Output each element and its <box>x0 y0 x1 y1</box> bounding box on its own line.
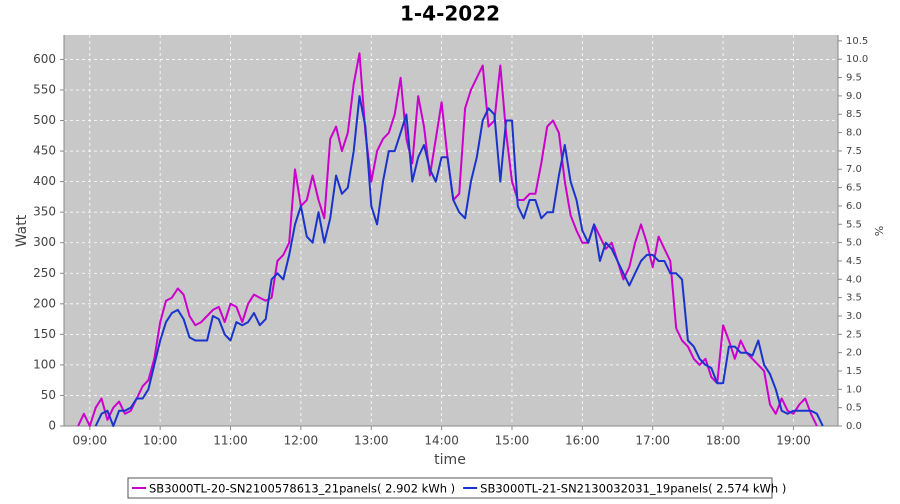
y-tick-label: 0 <box>48 419 56 433</box>
y2-tick-label: 4.5 <box>846 256 862 267</box>
y2-tick-label: 3.0 <box>846 311 862 322</box>
x-tick-label: 18:00 <box>706 434 741 448</box>
x-tick-label: 12:00 <box>284 434 319 448</box>
x-tick-label: 14:00 <box>424 434 459 448</box>
y2-tick-label: 7.0 <box>846 164 862 175</box>
y2-tick-label: 2.0 <box>846 348 862 359</box>
y2-tick-label: 2.5 <box>846 329 862 340</box>
y2-tick-label: 6.0 <box>846 201 862 212</box>
series-line <box>94 95 824 427</box>
y-tick-label: 200 <box>33 296 56 310</box>
y-tick-label: 150 <box>33 327 56 341</box>
y2-tick-label: 7.5 <box>846 146 862 157</box>
y2-tick-label: 4.0 <box>846 274 862 285</box>
x-tick-label: 19:00 <box>776 434 811 448</box>
y2-tick-label: 6.5 <box>846 183 862 194</box>
legend-label: SB3000TL-20-SN2100578613_21panels( 2.902… <box>149 482 455 496</box>
legend <box>127 477 773 499</box>
y2-tick-label: 1.5 <box>846 366 862 377</box>
y-tick-label: 100 <box>33 357 56 371</box>
y2-tick-label: 10.5 <box>846 36 868 47</box>
plot-area <box>64 35 838 426</box>
y2-tick-label: 0.0 <box>846 421 862 432</box>
x-tick-label: 11:00 <box>213 434 248 448</box>
y2-tick-label: 9.5 <box>846 73 862 84</box>
y-tick-label: 300 <box>33 235 56 249</box>
y-axis-label: Watt <box>14 214 30 247</box>
y-tick-label: 450 <box>33 144 56 158</box>
y2-tick-label: 3.5 <box>846 293 862 304</box>
y2-tick-label: 10.0 <box>846 54 868 65</box>
x-tick-label: 17:00 <box>635 434 670 448</box>
y2-tick-label: 5.5 <box>846 219 862 230</box>
x-tick-label: 10:00 <box>143 434 178 448</box>
y2-tick-label: 8.0 <box>846 128 862 139</box>
y2-tick-label: 1.0 <box>846 384 862 395</box>
y2-axis-label: % <box>873 226 886 236</box>
y-tick-label: 350 <box>33 205 56 219</box>
y2-tick-label: 5.0 <box>846 238 862 249</box>
chart-title: 1-4-2022 <box>400 2 500 26</box>
legend-label: SB3000TL-21-SN2130032031_19panels( 2.574… <box>480 482 786 496</box>
y-tick-label: 500 <box>33 113 56 127</box>
x-tick-label: 13:00 <box>354 434 389 448</box>
x-tick-label: 15:00 <box>495 434 530 448</box>
y-tick-label: 400 <box>33 174 56 188</box>
y2-tick-label: 9.0 <box>846 91 862 102</box>
y-tick-label: 600 <box>33 52 56 66</box>
y-tick-label: 550 <box>33 82 56 96</box>
x-axis-label: time <box>434 452 466 468</box>
x-tick-label: 09:00 <box>73 434 108 448</box>
y-tick-label: 250 <box>33 266 56 280</box>
y2-tick-label: 0.5 <box>846 403 862 414</box>
y2-tick-label: 8.5 <box>846 109 862 120</box>
x-tick-label: 16:00 <box>565 434 600 448</box>
y-tick-label: 50 <box>41 388 56 402</box>
